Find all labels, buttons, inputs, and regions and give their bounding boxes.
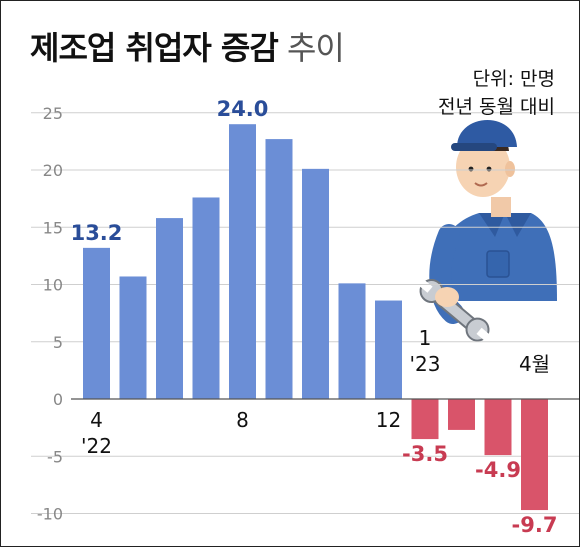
x-tick-label: '23: [410, 352, 441, 376]
bar: [338, 283, 366, 399]
bar: [448, 399, 475, 430]
x-tick-label: 1: [419, 326, 432, 350]
bar: [521, 399, 548, 511]
y-tick-label: -5: [47, 447, 63, 466]
data-label: 24.0: [217, 97, 269, 121]
x-tick-label: 12: [376, 408, 401, 432]
unit-note: 단위: 만명 전년 동월 대비: [438, 65, 555, 121]
y-tick-label: 15: [43, 218, 63, 237]
data-label: -9.7: [512, 513, 558, 537]
y-tick-label: 0: [53, 390, 63, 409]
bar: [229, 124, 256, 399]
unit-line-1: 단위: 만명: [472, 68, 555, 90]
bar: [411, 399, 439, 440]
bar: [156, 218, 183, 399]
y-tick-label: 25: [43, 104, 63, 123]
y-tick-label: 10: [43, 276, 63, 295]
x-tick-label: 4: [90, 408, 103, 432]
chart-title-main: 제조업 취업자 증감: [30, 29, 279, 67]
bar: [302, 168, 329, 399]
bar: [83, 247, 110, 399]
bar: [119, 276, 147, 399]
data-label: 13.2: [71, 221, 123, 245]
bar: [192, 197, 220, 399]
y-tick-label: 20: [43, 161, 63, 180]
data-label: -4.9: [475, 458, 521, 482]
bar: [265, 139, 293, 399]
x-tick-label: 4월: [519, 352, 550, 376]
data-label: -3.5: [402, 442, 448, 466]
chart-title-sub: 추이: [286, 29, 345, 67]
chart-title: 제조업 취업자 증감 추이: [30, 23, 345, 69]
y-tick-label: -10: [37, 505, 63, 524]
y-tick-label: 5: [53, 333, 63, 352]
unit-line-2: 전년 동월 대비: [438, 96, 555, 118]
x-tick-label: 8: [236, 408, 249, 432]
x-tick-label: '22: [81, 434, 112, 458]
bar: [484, 399, 512, 456]
bar: [375, 300, 402, 399]
